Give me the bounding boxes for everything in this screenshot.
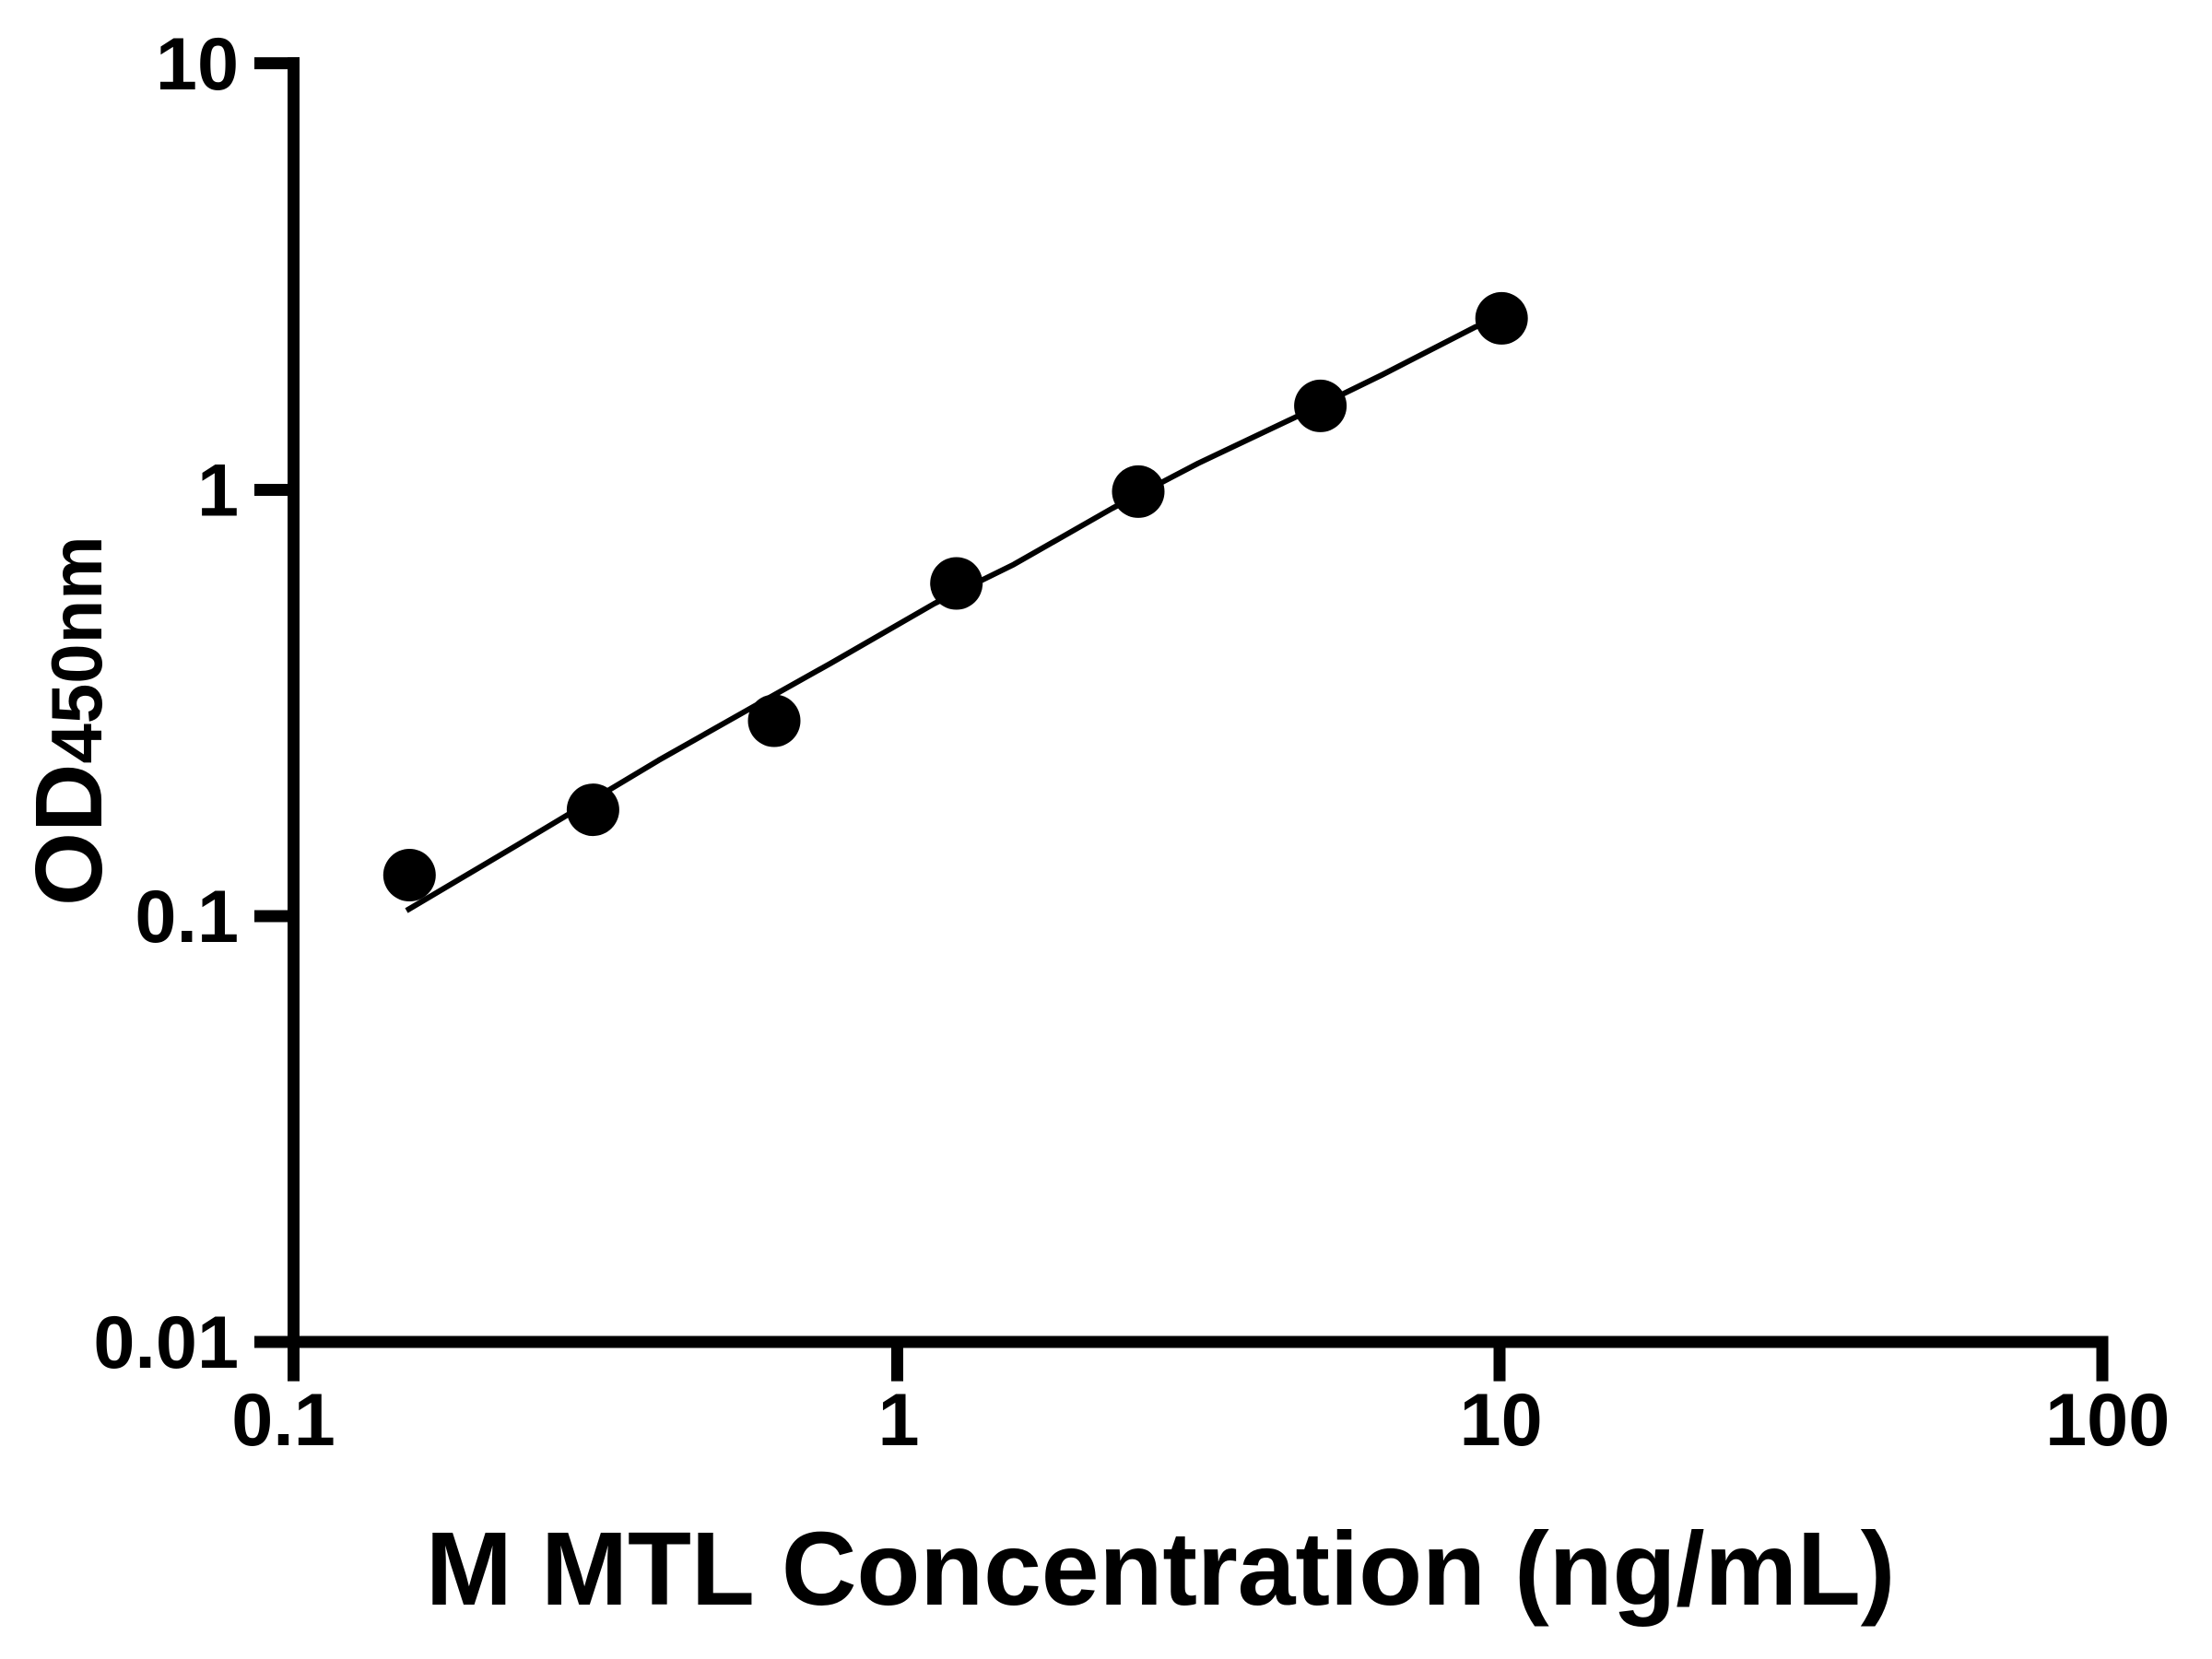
svg-text:1: 1 <box>197 450 239 533</box>
svg-text:0.1: 0.1 <box>135 876 239 959</box>
svg-text:10: 10 <box>156 23 239 106</box>
svg-text:0.1: 0.1 <box>231 1379 335 1462</box>
svg-text:100: 100 <box>2045 1379 2170 1462</box>
svg-text:1: 1 <box>877 1379 919 1462</box>
svg-text:10: 10 <box>1460 1379 1543 1462</box>
svg-text:0.01: 0.01 <box>93 1301 239 1384</box>
svg-text:M MTL Concentration (ng/mL): M MTL Concentration (ng/mL) <box>426 1511 1896 1627</box>
